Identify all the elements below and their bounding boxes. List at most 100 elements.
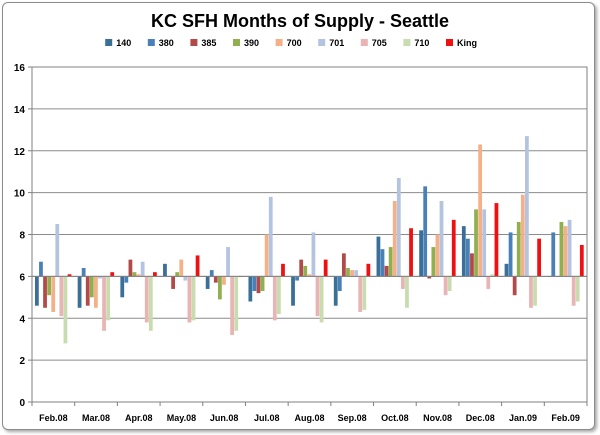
bar (98, 276, 102, 279)
plot-area: 0 2 4 6 8 10 12 14 16 Feb.08 Mar.08 Apr.08 May.08 Jun… (14, 63, 588, 423)
bar (474, 209, 478, 277)
bar (213, 276, 218, 283)
legend-label: 701 (329, 38, 344, 48)
bar (256, 276, 261, 294)
bar (490, 274, 495, 277)
bar (63, 276, 68, 344)
bar (508, 232, 513, 277)
bar (55, 224, 60, 277)
bar (419, 230, 423, 277)
bar (396, 177, 401, 277)
y-tick-label: 16 (14, 63, 26, 74)
bar (77, 276, 82, 308)
y-tick-label: 12 (14, 147, 26, 158)
x-tick-label: Jan.09 (509, 413, 537, 423)
x-tick-label: Apr.08 (125, 413, 153, 423)
bar (264, 234, 269, 277)
y-tick-label: 2 (19, 356, 25, 367)
bar (124, 276, 129, 283)
legend-label: King (457, 38, 477, 48)
bar (81, 268, 86, 277)
bar (89, 276, 94, 298)
bar (47, 276, 52, 296)
bar (350, 270, 354, 277)
legend-label: 705 (372, 38, 387, 48)
bar (299, 259, 304, 277)
bar (579, 244, 584, 277)
legend-swatch (147, 39, 155, 46)
bar (272, 276, 277, 321)
bar (39, 261, 43, 277)
legend-label: 380 (159, 38, 174, 48)
bar (516, 221, 521, 277)
legend-label: 700 (287, 38, 302, 48)
bar (482, 209, 487, 277)
bar (191, 276, 196, 321)
bar (226, 247, 230, 277)
legend-swatch (233, 39, 240, 46)
x-tick-label: Oct.08 (381, 413, 409, 423)
bar (512, 276, 517, 296)
y-tick-label: 6 (19, 272, 25, 283)
legend: 140 380 385 390 700 701 705 710 King (105, 38, 477, 48)
x-tick-label: Nov.08 (423, 413, 452, 423)
bar (295, 276, 300, 281)
bar (443, 276, 448, 296)
bar (230, 276, 235, 335)
bar (217, 276, 222, 300)
bar (388, 247, 393, 277)
bar (341, 253, 346, 277)
bar (380, 249, 385, 277)
bar (120, 276, 125, 298)
bar (140, 261, 145, 277)
bar (401, 276, 405, 289)
bar (431, 247, 436, 277)
bar (291, 276, 295, 306)
bar (551, 232, 556, 277)
bar (409, 228, 413, 277)
bar (423, 186, 428, 277)
chart-title: KC SFH Months of Supply - Seattle (151, 11, 449, 31)
legend-swatch (105, 39, 113, 46)
bar (504, 263, 509, 277)
legend-swatch (275, 39, 283, 46)
bar (346, 268, 350, 277)
legend-swatch (446, 39, 453, 46)
bar (559, 221, 564, 277)
y-tick-label: 14 (14, 105, 26, 116)
bar (59, 276, 64, 317)
bar (478, 144, 483, 277)
bar (106, 276, 111, 321)
bar (34, 276, 39, 306)
bar (333, 276, 338, 306)
bar (67, 274, 72, 277)
bar (461, 226, 466, 277)
bar (234, 276, 239, 331)
x-tick-label: Jun.08 (210, 413, 239, 423)
bar (144, 276, 149, 323)
bar (307, 274, 312, 277)
x-tick-label: Feb.09 (551, 413, 580, 423)
x-tick-label: Aug.08 (294, 413, 324, 423)
bar (465, 238, 470, 277)
legend-label: 390 (244, 38, 259, 48)
bar (366, 263, 371, 277)
bar (319, 276, 324, 323)
bar (110, 272, 115, 277)
legend-label: 385 (201, 38, 216, 48)
bar (470, 253, 474, 277)
legend-swatch (403, 39, 411, 46)
bar (392, 201, 397, 277)
bar (183, 276, 188, 281)
x-tick-label: Mar.08 (82, 413, 110, 423)
y-tick-label: 10 (14, 189, 26, 200)
bar (451, 219, 456, 277)
bar (252, 276, 257, 292)
bar (171, 276, 176, 289)
bar (529, 276, 533, 308)
bar (43, 276, 47, 308)
bar (494, 203, 499, 277)
bar (384, 265, 389, 277)
bar (315, 276, 320, 317)
